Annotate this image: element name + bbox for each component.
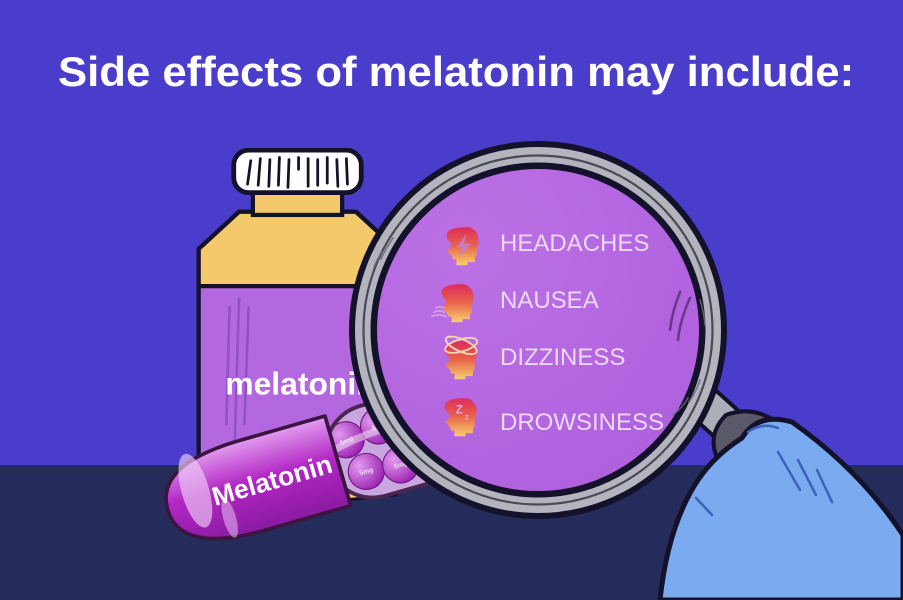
svg-text:NAUSEA: NAUSEA	[500, 287, 599, 314]
svg-text:DIZZINESS: DIZZINESS	[500, 344, 625, 371]
svg-text:DROWSINESS: DROWSINESS	[500, 409, 664, 436]
svg-text:Z: Z	[456, 403, 463, 416]
svg-text:z: z	[465, 413, 469, 422]
svg-text:HEADACHES: HEADACHES	[500, 230, 649, 257]
